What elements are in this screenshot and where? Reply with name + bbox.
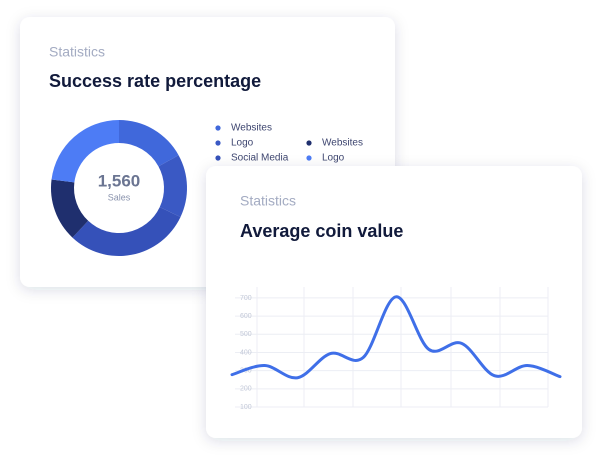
card-title: Average coin value <box>240 221 403 241</box>
legend-marker <box>306 140 312 146</box>
legend-label: Websites <box>322 138 363 149</box>
legend-marker <box>215 125 221 131</box>
legend-label: Logo <box>322 153 345 164</box>
legend-label: Social Media <box>231 153 289 164</box>
card: Statistics Average coin value 1002003004… <box>206 166 582 438</box>
center-label: 1,560 <box>98 171 141 190</box>
legend-marker <box>215 155 221 161</box>
legend-marker <box>306 155 312 161</box>
y-tick-label: 500 <box>240 331 252 338</box>
card-subtitle: Statistics <box>240 193 296 209</box>
donut-segment <box>72 207 181 256</box>
legend-marker <box>215 140 221 146</box>
donut-segment <box>50 179 89 238</box>
card-subtitle: Statistics <box>49 44 105 60</box>
y-tick-label: 100 <box>240 404 252 411</box>
center-caption: Sales <box>108 192 131 202</box>
donut-segment <box>158 155 188 217</box>
y-tick-label: 200 <box>240 386 252 393</box>
y-tick-label: 700 <box>240 295 252 302</box>
legend-label: Websites <box>231 123 272 134</box>
donut-segment <box>119 120 179 167</box>
legend-label: Logo <box>231 138 254 149</box>
card-title: Success rate percentage <box>49 71 261 91</box>
y-tick-label: 400 <box>240 349 252 356</box>
y-tick-label: 600 <box>240 313 252 320</box>
line-series <box>230 295 562 380</box>
donut-segment <box>51 120 119 183</box>
